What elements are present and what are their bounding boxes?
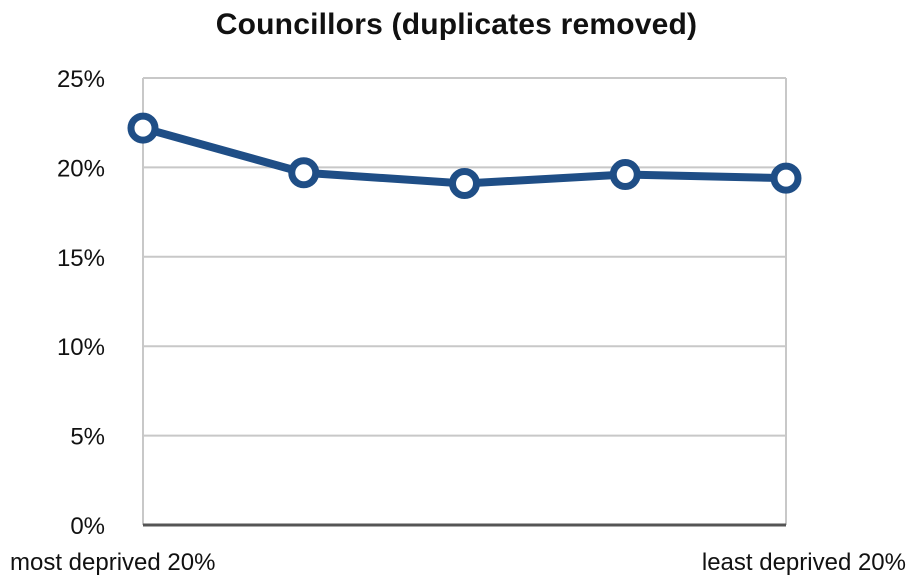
y-tick-label: 20% <box>57 155 105 182</box>
y-tick-label: 5% <box>70 424 105 451</box>
x-tick-label: most deprived 20% <box>10 549 215 576</box>
chart-title: Councillors (duplicates removed) <box>215 8 698 41</box>
axes <box>142 77 787 527</box>
y-tick-labels: 0% 5% 10% 15% 20% 25% <box>57 66 105 540</box>
data-point <box>770 162 802 194</box>
y-tick-label: 0% <box>70 513 105 540</box>
data-point <box>288 157 320 189</box>
data-points <box>127 112 802 199</box>
data-point <box>127 112 159 144</box>
y-tick-label: 10% <box>57 334 105 361</box>
x-tick-labels: most deprived 20% least deprived 20% <box>10 549 906 576</box>
y-tick-label: 15% <box>57 245 105 272</box>
x-tick-label: least deprived 20% <box>702 549 906 576</box>
data-point <box>609 159 641 191</box>
y-tick-label: 25% <box>57 66 105 93</box>
gridlines <box>143 77 786 437</box>
data-point <box>449 167 480 199</box>
